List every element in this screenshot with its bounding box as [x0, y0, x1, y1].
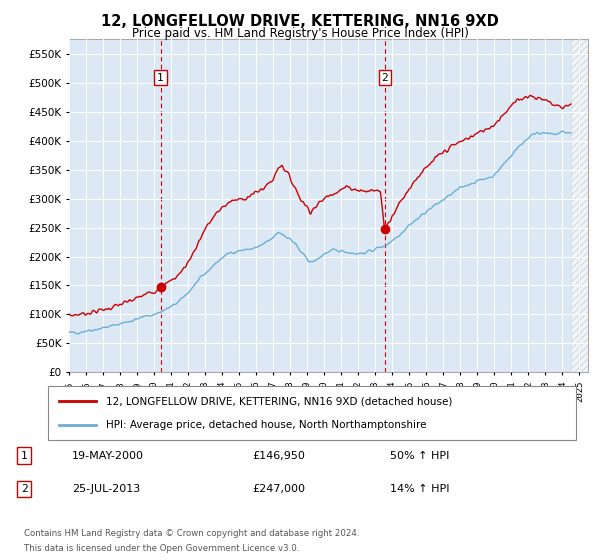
Text: £247,000: £247,000: [252, 484, 305, 494]
Text: 2: 2: [381, 72, 388, 82]
Text: £146,950: £146,950: [252, 451, 305, 461]
Text: 14% ↑ HPI: 14% ↑ HPI: [390, 484, 449, 494]
Text: Contains HM Land Registry data © Crown copyright and database right 2024.: Contains HM Land Registry data © Crown c…: [24, 529, 359, 538]
FancyBboxPatch shape: [48, 386, 576, 440]
Text: This data is licensed under the Open Government Licence v3.0.: This data is licensed under the Open Gov…: [24, 544, 299, 553]
Text: 12, LONGFELLOW DRIVE, KETTERING, NN16 9XD (detached house): 12, LONGFELLOW DRIVE, KETTERING, NN16 9X…: [106, 396, 452, 407]
Text: 1: 1: [20, 451, 28, 461]
Text: 25-JUL-2013: 25-JUL-2013: [72, 484, 140, 494]
Text: 50% ↑ HPI: 50% ↑ HPI: [390, 451, 449, 461]
Text: 2: 2: [20, 484, 28, 494]
Text: 12, LONGFELLOW DRIVE, KETTERING, NN16 9XD: 12, LONGFELLOW DRIVE, KETTERING, NN16 9X…: [101, 14, 499, 29]
Text: 1: 1: [157, 72, 164, 82]
Text: 19-MAY-2000: 19-MAY-2000: [72, 451, 144, 461]
Polygon shape: [571, 39, 588, 372]
Text: HPI: Average price, detached house, North Northamptonshire: HPI: Average price, detached house, Nort…: [106, 419, 427, 430]
Text: Price paid vs. HM Land Registry's House Price Index (HPI): Price paid vs. HM Land Registry's House …: [131, 27, 469, 40]
